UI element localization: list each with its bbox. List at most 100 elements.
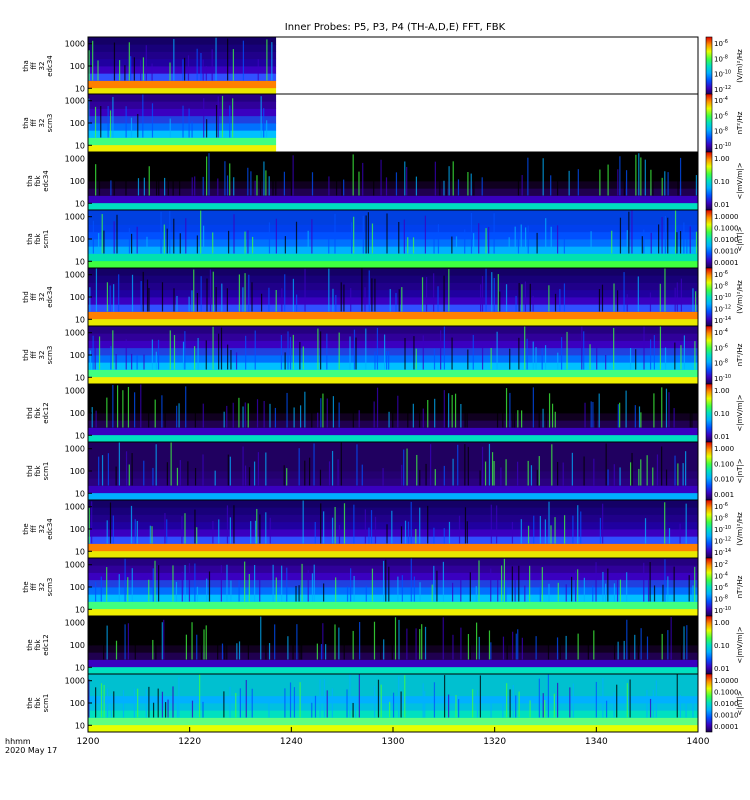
spectral-striation	[275, 290, 277, 312]
spectral-striation	[385, 177, 388, 196]
spectral-striation	[490, 568, 492, 602]
spectral-striation	[458, 699, 460, 718]
spectral-striation	[202, 454, 204, 486]
spectral-striation	[148, 287, 150, 312]
spectral-striation	[536, 232, 538, 254]
y-tick-label: 1000	[65, 40, 85, 49]
spectral-striation	[470, 173, 472, 196]
spectral-striation	[496, 407, 499, 428]
spectral-striation	[284, 688, 286, 718]
spectral-striation	[133, 688, 135, 718]
spectral-striation	[308, 457, 311, 486]
spectral-striation	[512, 684, 514, 718]
spectral-striation	[223, 691, 225, 718]
colorbar-tick-mantissa: 0.0001	[714, 259, 739, 267]
spectral-striation	[605, 700, 608, 718]
spectral-striation	[448, 393, 450, 428]
spectral-striation	[136, 226, 138, 254]
spectral-striation	[502, 636, 505, 660]
spectral-striation	[302, 500, 304, 544]
spectral-striation	[527, 157, 529, 196]
spectral-striation	[598, 393, 600, 428]
spectral-striation	[505, 459, 507, 486]
spectral-striation	[392, 407, 394, 428]
spectral-striation	[311, 702, 313, 718]
spectral-striation	[284, 274, 286, 312]
spectral-striation	[433, 348, 436, 370]
colorbar-tick-mantissa: 10	[714, 71, 723, 79]
spectral-striation	[676, 232, 678, 254]
spectrogram-band	[88, 369, 698, 378]
colorbar-tick-label: 1.0000	[714, 213, 739, 221]
spectral-striation	[664, 268, 666, 312]
spectral-striation	[536, 469, 538, 486]
colorbar-tick-mantissa: 1.0000	[714, 677, 739, 685]
spectral-striation	[541, 347, 543, 370]
spectral-striation	[653, 335, 655, 370]
x-tick-label: 1200	[77, 737, 100, 747]
spectral-striation	[314, 695, 317, 718]
spectral-striation	[502, 701, 504, 718]
spectral-striation	[298, 448, 300, 486]
spectral-striation	[680, 345, 682, 370]
spectral-striation	[607, 164, 609, 196]
panel-ylabel: thefff32scm3	[22, 578, 54, 597]
spectral-striation	[115, 354, 117, 370]
spectral-striation	[692, 288, 694, 312]
y-tick-label: 1000	[65, 97, 85, 106]
spectral-striation	[184, 331, 186, 370]
spectral-striation	[295, 585, 297, 602]
spectral-striation	[674, 210, 677, 254]
colorbar-tick-exponent: -6	[723, 39, 728, 45]
spectral-striation	[466, 408, 468, 428]
spectrogram-band	[88, 289, 698, 298]
spectral-striation	[134, 619, 136, 660]
spectral-striation	[226, 288, 228, 312]
spectral-striation	[413, 336, 415, 370]
spectral-striation	[143, 177, 145, 196]
spectral-striation	[488, 226, 490, 254]
spectral-striation	[215, 37, 217, 81]
spectral-striation	[128, 227, 131, 254]
colorbar-tick-exponent: -8	[723, 359, 728, 365]
spectral-striation	[554, 411, 556, 428]
spectral-striation	[98, 456, 100, 486]
spectral-striation	[244, 273, 246, 312]
spectral-striation	[338, 332, 340, 370]
spectrogram-band	[88, 44, 277, 52]
spectral-striation	[526, 338, 528, 370]
spectral-striation	[179, 175, 181, 196]
spectral-striation	[229, 163, 231, 196]
spectral-striation	[374, 516, 377, 544]
spectral-striation	[478, 223, 480, 254]
spectral-striation	[490, 642, 492, 660]
spectrogram-band	[88, 37, 277, 45]
colorbar-tick-mantissa: 10	[714, 112, 723, 120]
spectral-striation	[221, 643, 224, 660]
spectral-striation	[98, 164, 101, 196]
spectrogram-band	[88, 623, 698, 631]
spectral-striation	[433, 682, 436, 718]
spectral-striation	[346, 689, 348, 718]
spectral-striation	[152, 467, 154, 486]
colorbar	[705, 673, 713, 733]
spectral-striation	[664, 559, 666, 602]
spectral-striation	[170, 442, 172, 486]
spectral-striation	[661, 446, 663, 486]
spectral-striation	[653, 585, 656, 602]
ylabel-line: edc34	[46, 286, 54, 308]
ylabel-line: 32	[38, 293, 46, 302]
spectral-striation	[685, 451, 687, 486]
spectral-striation	[164, 400, 166, 428]
spectral-striation	[265, 622, 267, 660]
spectral-striation	[389, 701, 391, 718]
spectral-striation	[209, 269, 212, 312]
spectral-striation	[103, 230, 105, 254]
spectral-striation	[196, 292, 199, 312]
spectral-striation	[661, 217, 663, 254]
spectral-striation	[304, 268, 306, 312]
spectral-striation	[242, 406, 244, 428]
colorbar-tick-exponent: -4	[723, 96, 728, 102]
spectral-striation	[296, 294, 298, 312]
spectral-striation	[205, 340, 207, 370]
